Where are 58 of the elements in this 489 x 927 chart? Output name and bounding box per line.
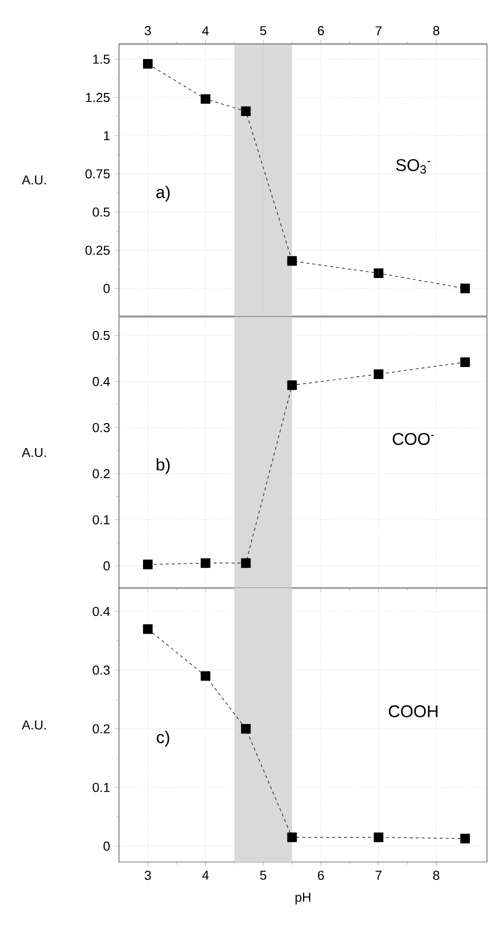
x-tick-label: 5 (260, 870, 266, 880)
y-tick-label: 1.25 (86, 92, 110, 102)
x-axis-title: pH (296, 892, 310, 904)
y-tick-label: 0.1 (92, 515, 110, 524)
y-tick-label: 0.5 (92, 207, 110, 217)
y-axis-title: A.U. (22, 175, 46, 185)
point (460, 357, 470, 367)
y-tick-label: 0 (104, 561, 110, 570)
point (241, 724, 251, 734)
x-tick-label: 7 (376, 870, 382, 880)
y-tick-label: 0.5 (92, 330, 110, 340)
y-tick-label: 0.4 (92, 376, 110, 386)
y-tick-label: 0.75 (86, 169, 110, 178)
point (374, 369, 384, 379)
y-tick-label: 1 (104, 131, 110, 140)
annotation: c) (156, 730, 170, 747)
y-tick-label: 0.4 (92, 606, 110, 616)
x2-tick-label: 4 (202, 26, 209, 36)
x-tick-label: 3 (144, 870, 151, 880)
y-axis-title: A.U. (22, 448, 46, 458)
y-tick-label: 0 (104, 842, 110, 851)
point (287, 380, 297, 390)
point (143, 560, 153, 570)
point (200, 558, 210, 568)
point (143, 624, 153, 634)
annotation: COO$^{-}$ (392, 432, 434, 445)
annotation: a) (156, 186, 170, 202)
y-tick-label: 1.5 (93, 54, 110, 64)
x2-tick-label: 7 (376, 26, 382, 36)
y-tick-label: 0.25 (86, 246, 110, 255)
point (200, 94, 210, 104)
point (460, 834, 470, 844)
x-tick-label: 4 (202, 870, 209, 880)
y-tick-label: 0.1 (92, 782, 110, 792)
point (241, 106, 251, 116)
x-tick-label: 6 (318, 870, 324, 880)
y-tick-label: 0.3 (92, 423, 110, 432)
y-tick-label: 0.2 (92, 724, 110, 734)
x2-tick-label: 5 (260, 26, 266, 36)
annotation: SO$_{3}$- (396, 159, 430, 174)
y-tick-label: 0 (104, 284, 110, 294)
y-tick-label: 0.2 (92, 469, 110, 478)
x2-tick-label: 8 (433, 26, 440, 36)
point (143, 59, 153, 69)
y-tick-label: 0.3 (92, 666, 110, 675)
point (287, 832, 297, 842)
point (241, 558, 251, 568)
y-axis-title: A.U. (22, 720, 46, 730)
point (374, 268, 384, 278)
annotation: COOH (388, 705, 438, 718)
x-tick-label: 8 (433, 870, 440, 880)
x2-tick-label: 3 (144, 26, 151, 36)
point (374, 832, 384, 842)
point (200, 671, 210, 681)
annotation: b) (156, 458, 170, 474)
x2-tick-label: 6 (318, 26, 324, 36)
point (460, 284, 470, 294)
point (287, 256, 297, 266)
